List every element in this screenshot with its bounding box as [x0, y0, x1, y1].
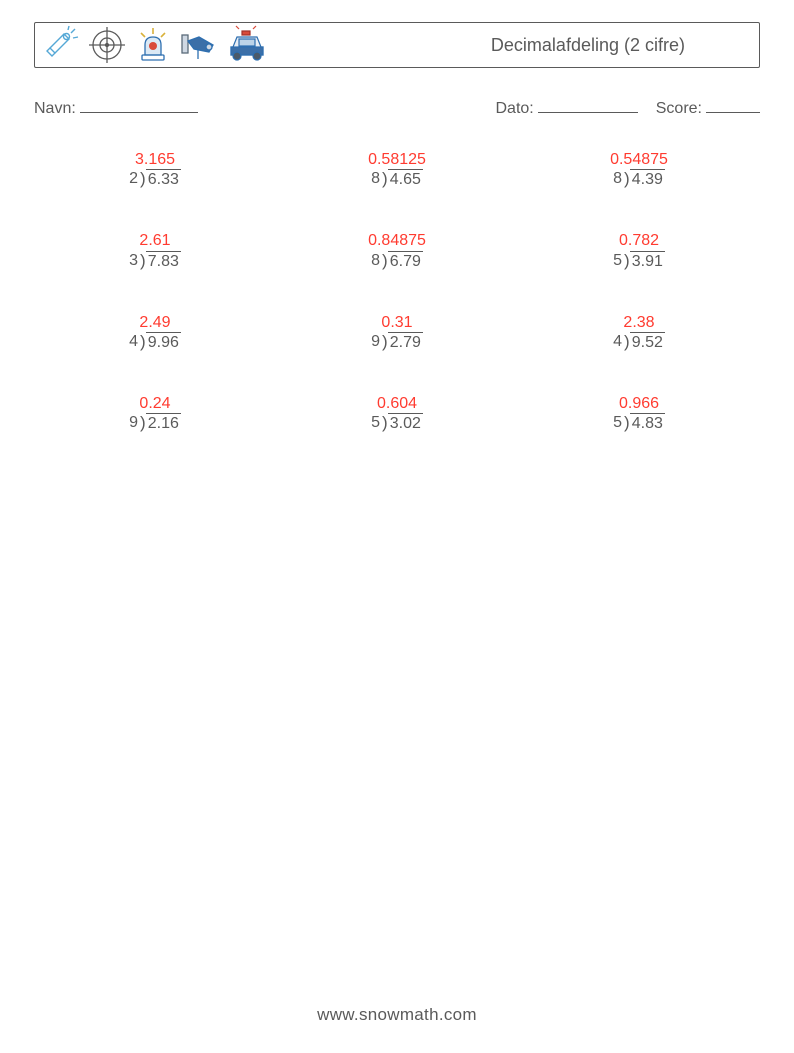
problem-1: 3.1652)6.33 [34, 150, 276, 189]
division-bracket-icon: ) [382, 414, 388, 431]
siren-icon [133, 25, 173, 65]
division-bracket-icon: ) [382, 252, 388, 269]
answer: 0.24 [139, 394, 170, 413]
score-blank[interactable] [706, 96, 760, 113]
divisor: 8 [613, 169, 624, 188]
problem-11: 0.6045)3.02 [276, 394, 518, 433]
problem-12: 0.9665)4.83 [518, 394, 760, 433]
answer: 2.61 [139, 231, 170, 250]
answer: 3.165 [135, 150, 175, 169]
division-bracket-icon: ) [382, 333, 388, 350]
problems-grid: 3.1652)6.330.581258)4.650.548758)4.392.6… [34, 150, 760, 434]
date-label: Dato: [496, 100, 534, 118]
long-division: 9)2.79 [371, 332, 423, 352]
divisor: 8 [371, 251, 382, 270]
answer: 0.782 [619, 231, 659, 250]
megaphone-icon [41, 25, 81, 65]
division-bracket-icon: ) [140, 333, 146, 350]
problem-8: 0.319)2.79 [276, 313, 518, 352]
divisor: 3 [129, 251, 140, 270]
name-label: Navn: [34, 100, 76, 118]
long-division: 4)9.52 [613, 332, 665, 352]
problem-7: 2.494)9.96 [34, 313, 276, 352]
answer: 0.604 [377, 394, 417, 413]
divisor: 8 [371, 169, 382, 188]
icon-strip [41, 25, 269, 65]
divisor: 5 [371, 413, 382, 432]
answer: 0.966 [619, 394, 659, 413]
dividend: 9.96 [146, 332, 181, 352]
divisor: 9 [371, 332, 382, 351]
header-box: Decimalafdeling (2 cifre) [34, 22, 760, 68]
dividend: 3.91 [630, 251, 665, 271]
answer: 0.58125 [368, 150, 426, 169]
footer: www.snowmath.com [0, 1005, 794, 1025]
division-bracket-icon: ) [624, 252, 630, 269]
divisor: 4 [129, 332, 140, 351]
dividend: 2.79 [388, 332, 423, 352]
name-field: Navn: [34, 96, 198, 118]
division-bracket-icon: ) [140, 252, 146, 269]
problem-10: 0.249)2.16 [34, 394, 276, 433]
problem-4: 2.613)7.83 [34, 231, 276, 270]
dividend: 4.65 [388, 169, 423, 189]
long-division: 5)4.83 [613, 413, 665, 433]
cctv-icon [179, 25, 219, 65]
date-blank[interactable] [538, 96, 638, 113]
divisor: 2 [129, 169, 140, 188]
division-bracket-icon: ) [624, 170, 630, 187]
answer: 0.84875 [368, 231, 426, 250]
long-division: 4)9.96 [129, 332, 181, 352]
dividend: 4.39 [630, 169, 665, 189]
police-car-icon [225, 25, 269, 65]
division-bracket-icon: ) [140, 170, 146, 187]
meta-row: Navn: Dato: Score: [34, 96, 760, 118]
long-division: 5)3.02 [371, 413, 423, 433]
long-division: 2)6.33 [129, 169, 181, 189]
dividend: 6.33 [146, 169, 181, 189]
dividend: 9.52 [630, 332, 665, 352]
answer: 2.49 [139, 313, 170, 332]
problem-3: 0.548758)4.39 [518, 150, 760, 189]
divisor: 4 [613, 332, 624, 351]
long-division: 9)2.16 [129, 413, 181, 433]
dividend: 7.83 [146, 251, 181, 271]
answer: 2.38 [623, 313, 654, 332]
problem-5: 0.848758)6.79 [276, 231, 518, 270]
answer: 0.31 [381, 313, 412, 332]
division-bracket-icon: ) [624, 333, 630, 350]
crosshair-icon [87, 25, 127, 65]
divisor: 5 [613, 251, 624, 270]
long-division: 5)3.91 [613, 251, 665, 271]
division-bracket-icon: ) [140, 414, 146, 431]
division-bracket-icon: ) [624, 414, 630, 431]
long-division: 3)7.83 [129, 251, 181, 271]
answer: 0.54875 [610, 150, 668, 169]
score-label: Score: [656, 100, 702, 118]
dividend: 4.83 [630, 413, 665, 433]
name-blank[interactable] [80, 96, 198, 113]
problem-9: 2.384)9.52 [518, 313, 760, 352]
footer-url: www.snowmath.com [317, 1005, 477, 1024]
dividend: 2.16 [146, 413, 181, 433]
division-bracket-icon: ) [382, 170, 388, 187]
divisor: 5 [613, 413, 624, 432]
long-division: 8)6.79 [371, 251, 423, 271]
worksheet-title: Decimalafdeling (2 cifre) [491, 35, 745, 56]
long-division: 8)4.65 [371, 169, 423, 189]
dividend: 6.79 [388, 251, 423, 271]
problem-6: 0.7825)3.91 [518, 231, 760, 270]
worksheet-page: Decimalafdeling (2 cifre) Navn: Dato: Sc… [0, 0, 794, 434]
problem-2: 0.581258)4.65 [276, 150, 518, 189]
long-division: 8)4.39 [613, 169, 665, 189]
dividend: 3.02 [388, 413, 423, 433]
divisor: 9 [129, 413, 140, 432]
